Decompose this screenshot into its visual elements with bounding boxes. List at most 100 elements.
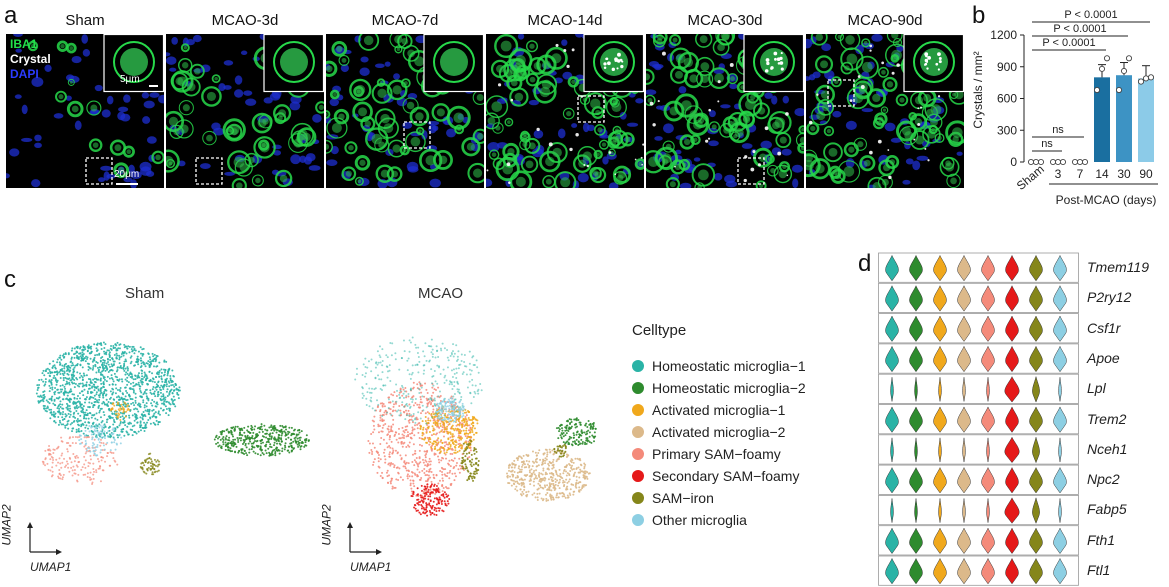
violin — [885, 315, 899, 342]
violin — [1005, 285, 1019, 312]
violin — [1058, 437, 1062, 463]
violin — [957, 527, 971, 555]
violin — [1005, 466, 1019, 494]
violin — [914, 498, 918, 523]
panel-letter-d: d — [858, 250, 872, 277]
significance-label: P < 0.0001 — [1042, 37, 1095, 49]
violin — [1005, 315, 1019, 342]
significance-label: P < 0.0001 — [1053, 23, 1106, 35]
violin-row — [878, 343, 1079, 374]
violin — [1053, 527, 1067, 555]
violin — [914, 437, 918, 463]
violin-plot-grid — [878, 252, 1079, 586]
violin — [1004, 436, 1020, 464]
legend-item: Homeostatic microglia−1 — [632, 356, 806, 376]
stain-label: Crystal — [10, 52, 51, 66]
violin — [1058, 377, 1062, 402]
data-point — [1137, 78, 1145, 85]
violin-row — [878, 252, 1079, 283]
violin — [885, 285, 899, 312]
violin — [957, 254, 971, 282]
violin-row — [878, 434, 1079, 465]
micrograph — [486, 34, 644, 188]
data-point — [1027, 158, 1035, 166]
stain-label: DAPI — [10, 67, 39, 81]
data-point — [1125, 55, 1133, 62]
violin — [890, 437, 894, 463]
y-tick-label: 1200 — [990, 28, 1017, 42]
data-point — [1098, 65, 1106, 72]
legend-label: Other microglia — [652, 512, 747, 528]
violin — [885, 406, 899, 433]
gene-label: Lpl — [1087, 380, 1106, 397]
violin — [1032, 437, 1040, 464]
significance-label: ns — [1052, 124, 1064, 136]
violin — [933, 254, 947, 282]
violin — [933, 315, 947, 342]
x-axis-label: Post-MCAO (days) — [1056, 193, 1157, 207]
violin — [957, 285, 971, 312]
legend-item: Other microglia — [632, 510, 747, 530]
violin — [962, 437, 966, 463]
legend-swatch — [632, 404, 644, 416]
data-point — [1115, 86, 1123, 94]
data-point — [1059, 158, 1067, 166]
data-point — [1093, 86, 1101, 94]
scale-bar-label: 20μm — [114, 169, 140, 180]
violin — [957, 466, 971, 494]
x-tick-label: Sham — [1014, 162, 1047, 193]
violin — [1032, 497, 1040, 524]
violin — [933, 345, 947, 373]
bar — [1094, 77, 1110, 162]
micrograph — [166, 34, 324, 188]
gene-label: Tmem119 — [1087, 259, 1149, 275]
violin — [957, 557, 971, 585]
violin — [909, 254, 923, 282]
violin — [933, 466, 947, 494]
significance-label: ns — [1041, 138, 1053, 150]
panel-letter-b: b — [972, 2, 986, 29]
umap-title-mcao: MCAO — [418, 285, 463, 302]
violin — [1053, 315, 1067, 342]
x-tick-label: 30 — [1117, 167, 1131, 181]
legend-item: Secondary SAM−foamy — [632, 466, 799, 486]
condition-title: MCAO-90d — [847, 12, 923, 29]
condition-title: MCAO-7d — [371, 12, 439, 29]
legend-swatch — [632, 492, 644, 504]
legend-label: Homeostatic microglia−1 — [652, 358, 806, 374]
violin — [981, 285, 995, 312]
data-point — [1076, 158, 1084, 166]
umap1-label-mcao: UMAP1 — [350, 560, 392, 574]
violin — [981, 254, 995, 282]
legend-swatch — [632, 382, 644, 394]
micrograph: 5μm 20μm IBA1 Crystal DAPI — [6, 34, 164, 188]
violin — [1029, 406, 1043, 433]
violin — [933, 557, 947, 585]
data-point — [1120, 67, 1128, 75]
violin — [986, 437, 990, 463]
violin — [909, 527, 923, 555]
crystal-bar-chart: 0 300 600 900 1200 Crystals / mm² Sham 3 7 14 30 90… — [971, 9, 1158, 207]
condition-title: MCAO-3d — [211, 12, 279, 29]
violin — [885, 254, 899, 282]
micrograph — [326, 34, 484, 188]
violin — [885, 527, 899, 555]
violin — [1004, 376, 1020, 403]
violin-row — [878, 282, 1079, 313]
data-point — [1037, 158, 1045, 166]
x-tick-label: 14 — [1095, 167, 1109, 181]
data-point — [1081, 158, 1089, 166]
violin — [938, 437, 942, 463]
gene-label: Ftl1 — [1087, 562, 1111, 578]
violin — [1053, 466, 1067, 494]
umap2-label-sham: UMAP2 — [0, 504, 14, 546]
violin — [1053, 406, 1067, 433]
violin — [981, 466, 995, 494]
violin — [933, 527, 947, 555]
violin — [933, 406, 947, 433]
violin — [1029, 527, 1043, 555]
legend-title: Celltype — [632, 322, 687, 339]
violin — [890, 377, 894, 402]
legend-label: Primary SAM−foamy — [652, 446, 781, 462]
violin — [962, 377, 966, 402]
